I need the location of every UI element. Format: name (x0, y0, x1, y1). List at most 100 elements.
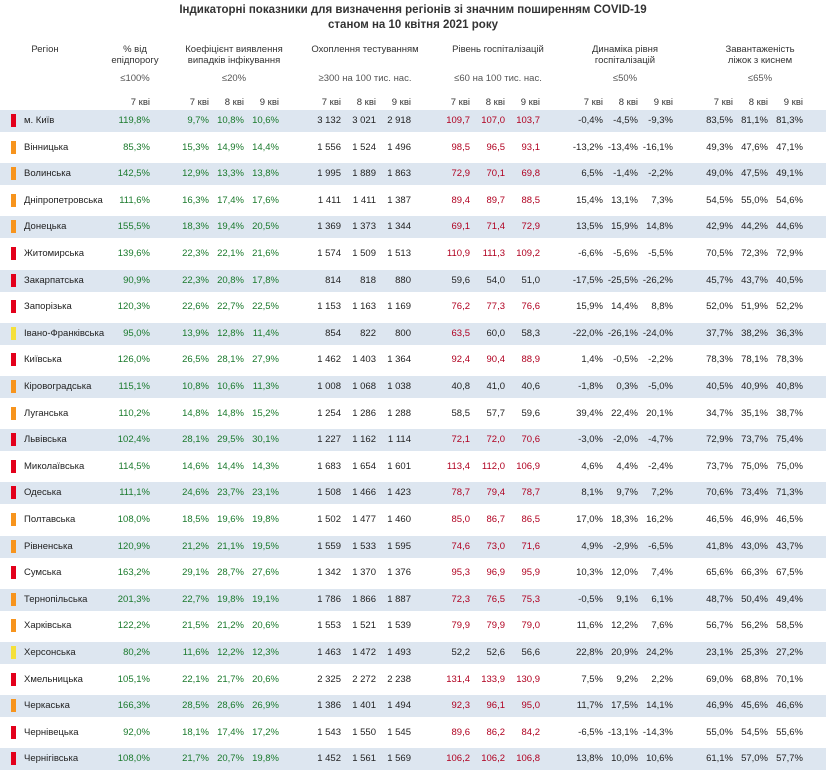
test-value: 1 387 (387, 194, 411, 206)
coef-value: 10,6% (217, 381, 244, 392)
beds-value: 47,6% (741, 141, 768, 153)
dyn-value: 16,2% (646, 514, 673, 525)
dyn-value: 15,4% (576, 194, 603, 206)
epi-value: 105,1% (117, 673, 150, 685)
test-value: 1 344 (387, 221, 411, 233)
test-value: 1 496 (387, 141, 411, 153)
coef-value: 29,1% (182, 567, 209, 579)
epi-value: 90,9% (123, 274, 150, 286)
coef-value: 19,1% (252, 593, 279, 605)
date-subheader: 8 кві (485, 97, 505, 108)
beds-value: 81,3% (776, 115, 803, 126)
red-status-marker (11, 247, 16, 260)
test-value: 818 (360, 274, 376, 286)
hosp-value: 88,9 (521, 354, 541, 366)
hosp-value: 69,1 (451, 221, 471, 233)
epi-value: 108,0% (117, 514, 150, 525)
table-row: Сумська 163,2% 29,1% 28,7% 27,6% 1 342 1 370 1 … (0, 562, 826, 584)
dyn-value: 0,3% (616, 381, 638, 392)
red-status-marker (11, 353, 16, 367)
beds-value: 67,5% (776, 567, 803, 579)
dyn-value: -16,1% (642, 141, 673, 153)
epi-value: 166,3% (117, 700, 150, 712)
beds-value: 71,3% (776, 487, 803, 499)
coef-value: 21,2% (217, 620, 244, 632)
hosp-value: 72,9 (451, 168, 471, 180)
test-value: 1 153 (317, 301, 341, 313)
epi-value: 119,8% (118, 115, 150, 126)
table-row: Житомирська 139,6% 22,3% 22,1% 21,6% 1 574 1 5… (0, 243, 826, 265)
beds-value: 54,5% (741, 726, 768, 738)
coef-value: 17,4% (217, 726, 244, 738)
test-value: 1 513 (387, 248, 411, 259)
hosp-value: 69,8 (521, 168, 541, 180)
test-value: 1 887 (387, 593, 411, 605)
region-name: Дніпропетровська (24, 194, 103, 206)
beds-value: 27,2% (776, 647, 803, 658)
epi-value: 201,3% (117, 593, 150, 605)
table-row: Львівська 102,4% 28,1% 29,5% 30,1% 1 227 1 162… (0, 429, 826, 452)
dyn-value: 14,4% (611, 301, 638, 313)
beds-value: 49,0% (706, 168, 733, 180)
orange-status-marker (11, 406, 16, 420)
beds-value: 58,5% (776, 620, 803, 632)
beds-value: 47,1% (776, 141, 803, 153)
hosp-value: 52,6 (486, 647, 506, 658)
dyn-value: 4,4% (616, 460, 638, 472)
test-value: 1 411 (352, 194, 376, 206)
hosp-value: 130,9 (516, 673, 540, 685)
test-value: 1 403 (352, 354, 376, 366)
beds-value: 46,5% (776, 514, 803, 525)
coef-value: 22,6% (182, 301, 209, 313)
hosp-value: 88,5 (521, 194, 541, 206)
beds-value: 45,7% (706, 274, 733, 286)
hosp-value: 76,5 (486, 593, 506, 605)
dyn-value: -0,5% (613, 354, 638, 366)
red-status-marker (11, 672, 16, 686)
beds-value: 72,9% (776, 248, 803, 259)
hosp-value: 90,4 (486, 354, 506, 366)
orange-status-marker (11, 140, 16, 154)
hosp-value: 96,5 (486, 141, 506, 153)
hosp-value: 111,3 (482, 248, 505, 259)
test-value: 1 553 (317, 620, 341, 632)
dyn-value: 9,7% (616, 487, 638, 499)
beds-value: 56,7% (706, 620, 733, 632)
coef-value: 9,7% (187, 115, 209, 126)
table-row: Полтавська 108,0% 18,5% 19,6% 19,8% 1 502 1 47… (0, 509, 826, 531)
test-value: 1 477 (352, 514, 376, 525)
table-row: Чернівецька 92,0% 18,1% 17,4% 17,2% 1 543 1 55… (0, 722, 826, 744)
dyn-value: -5,5% (648, 248, 673, 259)
test-value: 2 325 (317, 673, 341, 685)
epi-value: 139,6% (117, 248, 150, 259)
beds-value: 37,7% (706, 327, 733, 339)
epi-value: 92,0% (123, 726, 150, 738)
dyn-value: -5,6% (613, 248, 638, 259)
test-value: 1 373 (352, 221, 376, 233)
hosp-value: 92,4 (451, 354, 471, 366)
red-status-marker (11, 566, 16, 580)
coef-value: 14,9% (217, 141, 244, 153)
test-value: 1 227 (317, 434, 341, 446)
dyn-value: -26,1% (607, 327, 638, 339)
header-hospitalization-rate: Рівень госпіталізацій ≤60 на 100 тис. на… (452, 44, 544, 84)
coef-value: 21,2% (182, 540, 209, 552)
beds-value: 73,7% (741, 434, 768, 446)
test-value: 1 254 (317, 407, 341, 419)
test-value: 2 918 (387, 115, 411, 126)
hosp-value: 95,0 (521, 700, 541, 712)
date-subheader: 9 кві (391, 97, 411, 108)
hosp-value: 109,7 (446, 115, 470, 126)
region-name: Івано-Франківська (24, 327, 105, 339)
test-value: 1 863 (387, 168, 411, 180)
test-value: 854 (325, 327, 341, 339)
test-value: 800 (395, 327, 411, 339)
beds-value: 78,3% (706, 354, 733, 366)
region-name: Запорізька (24, 301, 72, 313)
dyn-value: 12,2% (611, 620, 638, 632)
dyn-value: -13,4% (607, 141, 638, 153)
dyn-value: 13,1% (611, 194, 638, 206)
beds-value: 83,5% (706, 115, 733, 126)
hosp-value: 58,5 (451, 407, 471, 419)
coef-value: 16,3% (182, 194, 209, 206)
